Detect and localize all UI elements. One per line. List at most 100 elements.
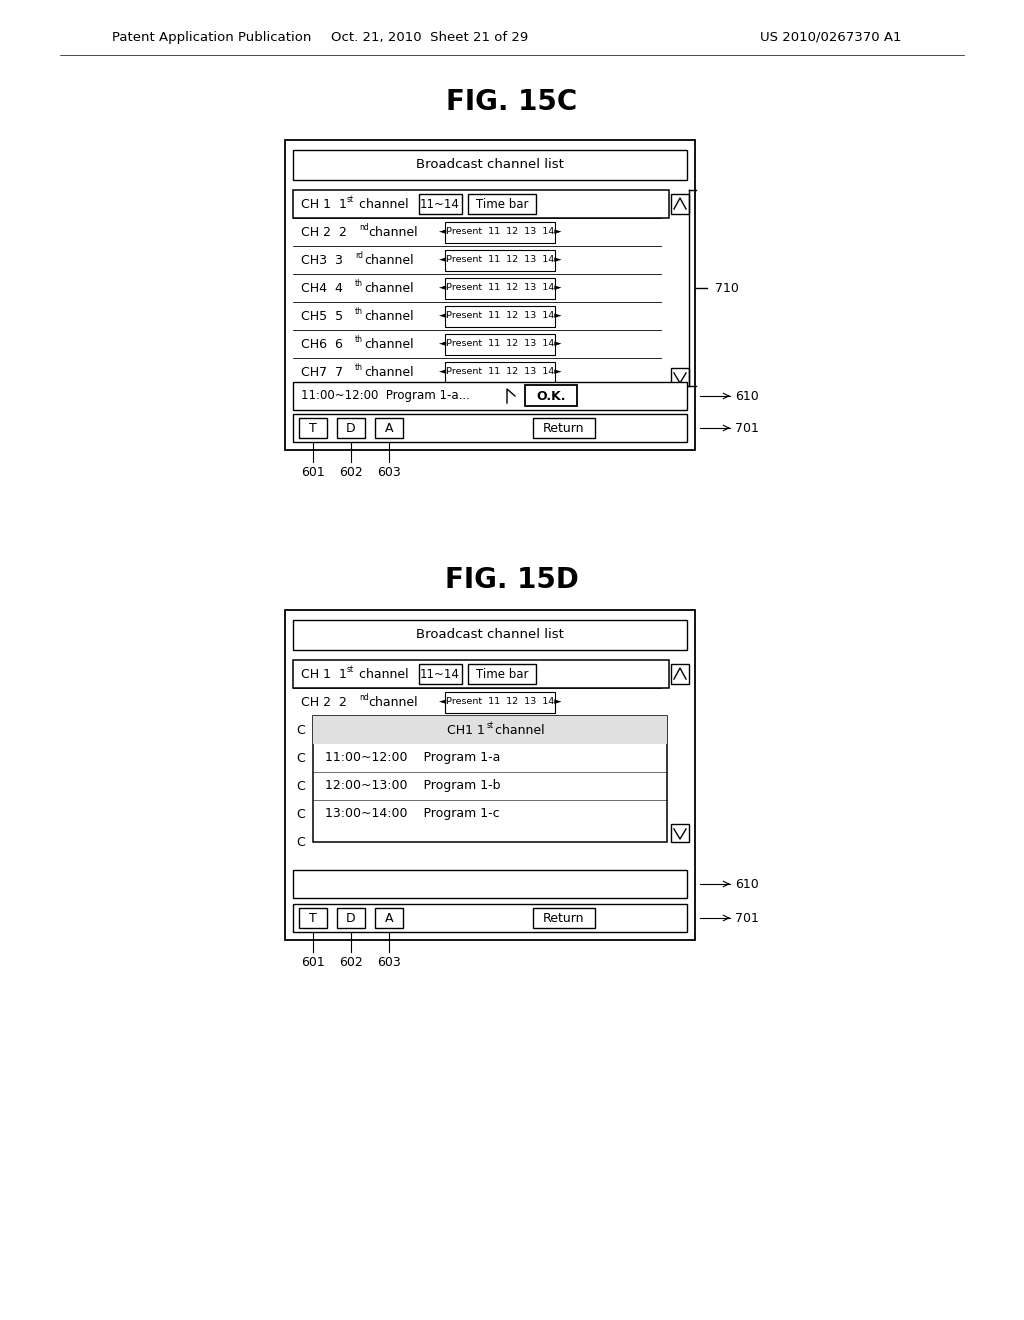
Bar (313, 715, 667, 744)
Text: 11:00~12:00  Program 1-a...: 11:00~12:00 Program 1-a... (301, 389, 470, 403)
Text: CH 2  2: CH 2 2 (301, 226, 347, 239)
Text: 610: 610 (735, 389, 759, 403)
Bar (419, 664, 462, 684)
Text: C: C (296, 836, 305, 849)
Text: st: st (347, 194, 354, 203)
Text: nd: nd (359, 693, 369, 701)
Text: ◄Present  11  12  13  14►: ◄Present 11 12 13 14► (438, 284, 561, 293)
Text: D: D (346, 421, 355, 434)
Bar (337, 418, 365, 438)
Text: CH4  4: CH4 4 (301, 281, 343, 294)
Text: 11~14: 11~14 (420, 198, 460, 210)
Bar (445, 362, 555, 383)
Text: th: th (355, 279, 362, 288)
Text: th: th (355, 363, 362, 371)
Text: C: C (296, 723, 305, 737)
Bar (293, 150, 687, 180)
Text: 610: 610 (735, 878, 759, 891)
Bar (293, 660, 669, 688)
Text: D: D (346, 912, 355, 924)
Bar (293, 414, 687, 442)
Text: C: C (296, 780, 305, 792)
Bar (337, 908, 365, 928)
Text: 601: 601 (301, 956, 325, 969)
Text: channel: channel (364, 366, 414, 379)
Text: C: C (296, 751, 305, 764)
Text: O.K.: O.K. (537, 389, 565, 403)
Text: Broadcast channel list: Broadcast channel list (416, 158, 564, 172)
Bar (445, 222, 555, 243)
Bar (285, 610, 695, 940)
Bar (375, 418, 403, 438)
Text: CH 2  2: CH 2 2 (301, 696, 347, 709)
Text: CH 1  1: CH 1 1 (301, 198, 347, 210)
Text: nd: nd (359, 223, 369, 231)
Bar (293, 620, 687, 649)
Text: 11~14: 11~14 (420, 668, 460, 681)
Text: A: A (385, 421, 393, 434)
Text: CH5  5: CH5 5 (301, 309, 343, 322)
Text: channel: channel (355, 198, 409, 210)
Text: ◄Present  11  12  13  14►: ◄Present 11 12 13 14► (438, 367, 561, 376)
Text: FIG. 15C: FIG. 15C (446, 88, 578, 116)
Bar (445, 306, 555, 327)
Text: 12:00~13:00    Program 1-b: 12:00~13:00 Program 1-b (325, 780, 501, 792)
Bar (293, 870, 687, 898)
Text: Time bar: Time bar (476, 198, 528, 210)
Text: FIG. 15D: FIG. 15D (445, 566, 579, 594)
Bar (534, 908, 595, 928)
Bar (445, 249, 555, 271)
Text: 602: 602 (339, 956, 362, 969)
Text: 603: 603 (377, 466, 400, 479)
Text: Return: Return (544, 421, 585, 434)
Text: Broadcast channel list: Broadcast channel list (416, 628, 564, 642)
Text: channel: channel (364, 253, 414, 267)
Text: channel: channel (364, 309, 414, 322)
Text: 13:00~14:00    Program 1-c: 13:00~14:00 Program 1-c (325, 808, 500, 821)
Text: CH1 1: CH1 1 (447, 723, 485, 737)
Text: ◄Present  11  12  13  14►: ◄Present 11 12 13 14► (438, 312, 561, 321)
Text: Patent Application Publication: Patent Application Publication (112, 30, 311, 44)
Text: 701: 701 (735, 421, 759, 434)
Bar (445, 334, 555, 355)
Bar (285, 140, 695, 450)
Bar (525, 385, 577, 407)
Bar (671, 664, 689, 684)
Bar (419, 194, 462, 214)
Text: Return: Return (544, 912, 585, 924)
Text: CH 1  1: CH 1 1 (301, 668, 347, 681)
Bar (671, 824, 689, 842)
Bar (468, 664, 536, 684)
Text: 11:00~12:00    Program 1-a: 11:00~12:00 Program 1-a (325, 751, 501, 764)
Bar (313, 715, 667, 842)
Bar (293, 381, 687, 411)
Text: CH3  3: CH3 3 (301, 253, 343, 267)
Text: T: T (309, 421, 316, 434)
Bar (671, 194, 689, 214)
Text: 602: 602 (339, 466, 362, 479)
Bar (299, 908, 327, 928)
Text: channel: channel (355, 668, 409, 681)
Text: ◄Present  11  12  13  14►: ◄Present 11 12 13 14► (438, 227, 561, 236)
Text: st: st (347, 664, 354, 673)
Text: channel: channel (364, 281, 414, 294)
Text: Time bar: Time bar (476, 668, 528, 681)
Text: A: A (385, 912, 393, 924)
Bar (671, 368, 689, 385)
Text: 601: 601 (301, 466, 325, 479)
Text: channel: channel (490, 723, 545, 737)
Bar (299, 418, 327, 438)
Bar (293, 904, 687, 932)
Bar (293, 190, 669, 218)
Text: CH6  6: CH6 6 (301, 338, 343, 351)
Text: CH7  7: CH7 7 (301, 366, 343, 379)
Text: channel: channel (368, 226, 418, 239)
Text: C: C (296, 808, 305, 821)
Bar (445, 279, 555, 300)
Text: 710: 710 (715, 281, 739, 294)
Text: ◄Present  11  12  13  14►: ◄Present 11 12 13 14► (438, 256, 561, 264)
Text: th: th (355, 306, 362, 315)
Text: st: st (487, 721, 495, 730)
Text: ◄Present  11  12  13  14►: ◄Present 11 12 13 14► (438, 697, 561, 706)
Text: channel: channel (368, 696, 418, 709)
